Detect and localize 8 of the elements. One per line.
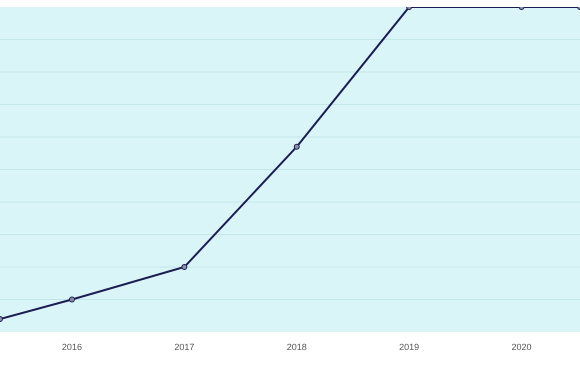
- x-tick-label: 2018: [286, 342, 307, 352]
- x-tick-label: 2016: [62, 342, 82, 352]
- x-tick-label: 2017: [174, 342, 194, 352]
- x-tick-label: 2019: [399, 342, 420, 352]
- point: [294, 144, 300, 150]
- point: [68, 296, 75, 302]
- x-tick-label: 2020: [512, 342, 532, 352]
- point: [181, 264, 188, 270]
